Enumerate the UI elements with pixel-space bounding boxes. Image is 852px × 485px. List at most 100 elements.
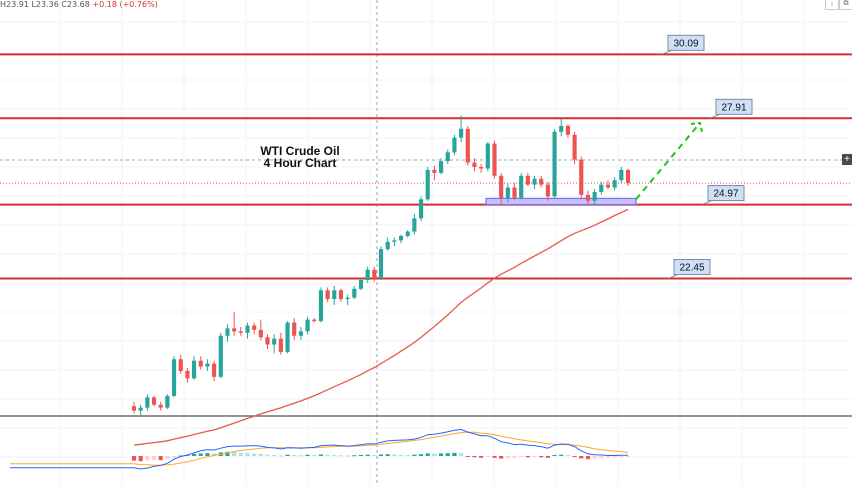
candle-body [298, 331, 303, 336]
candle-body [612, 180, 617, 188]
macd-histogram-bar [512, 456, 517, 458]
macd-histogram-bar [499, 456, 504, 459]
macd-histogram-bar [372, 454, 377, 456]
macd-histogram-bar [225, 451, 230, 456]
macd-histogram-bar [525, 456, 530, 458]
macd-histogram-bar [485, 456, 490, 457]
candle-body [572, 134, 577, 160]
ohlc-values: H23.91 L23.36 C23.68 [0, 0, 90, 9]
macd-histogram-bar [192, 453, 197, 456]
level-label-box [667, 34, 705, 51]
candle-body [245, 325, 250, 333]
macd-histogram-bar [539, 456, 544, 458]
macd-histogram-bar [405, 454, 410, 456]
macd-histogram-bar [432, 453, 437, 456]
macd-histogram-bar [245, 453, 250, 456]
macd-pane [10, 428, 631, 470]
candle-body [519, 175, 524, 198]
macd-histogram-bar [358, 454, 364, 456]
candle-body [332, 290, 337, 300]
macd-histogram-bar [479, 456, 484, 458]
support-zone-rect [485, 197, 637, 206]
candle-body [505, 187, 510, 198]
chart-title-line-1: WTI Crude Oil [260, 144, 339, 158]
candle-body [338, 290, 344, 300]
macd-histogram-bar [619, 456, 624, 458]
macd-histogram-bar [625, 456, 631, 457]
forecast-arrow-head [690, 121, 703, 133]
macd-histogram-bar [145, 456, 150, 461]
copy-icon[interactable]: ⧉ [839, 0, 852, 10]
macd-histogram-bar [265, 454, 270, 456]
macd-histogram-bar [165, 456, 170, 460]
macd-histogram-bar [579, 456, 584, 459]
level-label-box [715, 98, 753, 115]
candle-body [218, 335, 223, 377]
macd-histogram-bar [425, 453, 430, 456]
level-label-box [673, 259, 711, 276]
macd-histogram-bar [238, 452, 243, 456]
macd-histogram-bar [418, 454, 424, 456]
macd-histogram-bar [592, 456, 597, 459]
macd-histogram-bar [445, 453, 450, 456]
down-arrow-icon[interactable]: ↓ [825, 0, 839, 10]
candle-body [198, 360, 203, 367]
candle-body [545, 184, 550, 197]
support-zone [485, 197, 637, 206]
candle-body [138, 407, 143, 411]
candle-body [238, 331, 243, 333]
candle-body [232, 328, 237, 332]
candle-body [171, 359, 177, 396]
candle-body [605, 184, 611, 188]
macd-histogram-bar [332, 454, 337, 456]
macd-histogram-bar [519, 456, 524, 457]
macd-histogram-bar [505, 456, 510, 459]
candle-body [559, 125, 564, 132]
forecast-arrow [635, 121, 703, 200]
macd-histogram-bar [131, 456, 137, 461]
candle-body [385, 241, 390, 250]
candle-body [565, 125, 570, 135]
candle-body [512, 187, 517, 198]
candle-body [378, 249, 384, 279]
candle-body [352, 288, 357, 298]
macd-histogram-bar [585, 456, 591, 460]
macd-histogram-bar [545, 456, 550, 458]
candle-body [492, 143, 497, 176]
candle-body [472, 162, 477, 168]
macd-histogram-bar [252, 453, 257, 456]
macd-histogram-bar [312, 454, 317, 456]
level-label: 27.91 [721, 102, 746, 113]
macd-histogram-bar [392, 454, 397, 456]
candle-body [192, 360, 197, 379]
candle-body [439, 161, 444, 173]
level-labels: 30.09 27.91 24.97 22.45 [661, 34, 753, 279]
candle-body [151, 397, 157, 405]
candle-body [485, 143, 490, 169]
candle-body [465, 128, 470, 163]
macd-histogram-bar [565, 454, 570, 456]
macd-histogram-bar [338, 455, 344, 457]
candle-body [499, 175, 504, 198]
level-label: 22.45 [679, 263, 704, 274]
plus-icon[interactable]: + [842, 154, 852, 165]
candle-body [599, 184, 604, 192]
macd-histogram-bar [138, 456, 143, 462]
macd-histogram-bar [352, 455, 357, 457]
macd-histogram-bar [205, 453, 210, 456]
candle-body [365, 269, 370, 280]
candlesticks [131, 115, 631, 415]
macd-histogram-bar [532, 456, 537, 458]
macd-histogram-bar [452, 452, 457, 456]
macd-histogram-bar [472, 456, 477, 458]
candle-body [405, 231, 410, 236]
macd-histogram-bar [305, 454, 310, 456]
macd-histogram-bar [492, 456, 497, 458]
level-label: 24.97 [713, 189, 738, 200]
macd-histogram-bar [292, 454, 297, 456]
level-label-box [707, 185, 745, 202]
macd-histogram-bar [318, 454, 323, 456]
candle-body [225, 328, 230, 336]
macd-histogram-bar [465, 456, 470, 457]
